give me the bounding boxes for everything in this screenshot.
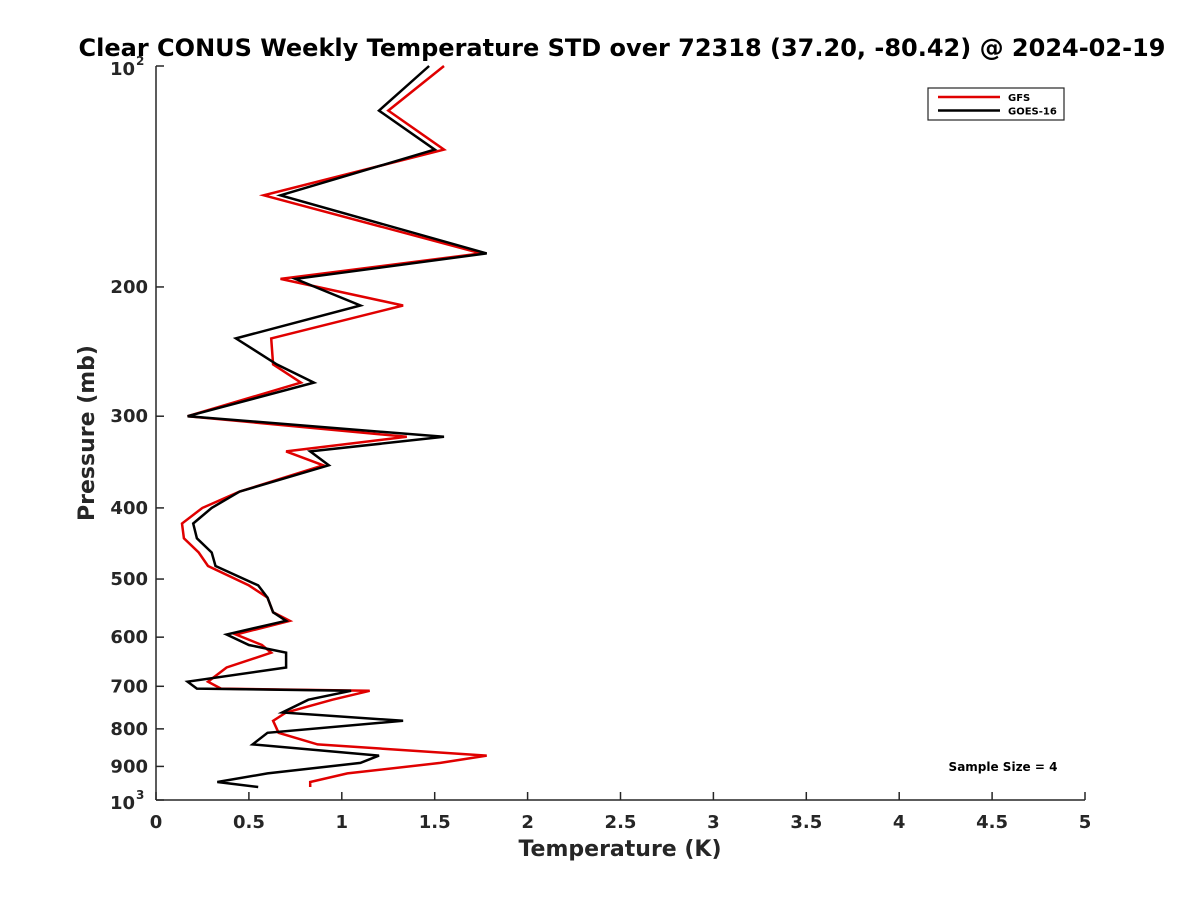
y-tick-label: 300: [110, 406, 148, 427]
x-tick-label: 0: [150, 812, 163, 833]
sample-size-note: Sample Size = 4: [949, 760, 1058, 774]
y-tick-label: 600: [110, 627, 148, 648]
y-tick-label: 500: [110, 569, 148, 590]
chart-title: Clear CONUS Weekly Temperature STD over …: [79, 34, 1166, 62]
y-tick-label: 700: [110, 676, 148, 697]
y-tick-exponent: 3: [136, 788, 144, 802]
x-axis-label: Temperature (K): [518, 837, 721, 862]
y-tick-label: 400: [110, 498, 148, 519]
x-tick-label: 2: [521, 812, 534, 833]
series-line-gfs: [180, 65, 487, 787]
y-tick-label: 900: [110, 756, 148, 777]
x-tick-label: 4.5: [976, 812, 1008, 833]
legend-entry: GFS: [1008, 93, 1030, 104]
x-tick-label: 3: [707, 812, 720, 833]
x-tick-label: 0.5: [233, 812, 265, 833]
legend-entry: GOES-16: [1008, 107, 1057, 118]
y-axis-label: Pressure (mb): [75, 345, 100, 521]
x-tick-label: 2.5: [605, 812, 637, 833]
legend: GFS GOES-16: [927, 87, 1065, 121]
x-tick-label: 1.5: [419, 812, 451, 833]
y-tick-label: 10: [110, 793, 135, 814]
y-tick-label: 200: [110, 277, 148, 298]
plot-area: [155, 65, 1085, 801]
x-axis: 0 0.5 1 1.5 2 2.5 3 3.5 4 4.5 5: [150, 792, 1092, 833]
x-tick-label: 5: [1079, 812, 1092, 833]
x-tick-label: 3.5: [790, 812, 822, 833]
y-tick-label: 10: [110, 59, 135, 80]
series-line-goes-16: [184, 65, 488, 789]
x-tick-label: 1: [336, 812, 349, 833]
x-tick-label: 4: [893, 812, 906, 833]
y-tick-exponent: 2: [136, 54, 144, 68]
legend-box: [927, 87, 1065, 121]
y-tick-label: 800: [110, 719, 148, 740]
